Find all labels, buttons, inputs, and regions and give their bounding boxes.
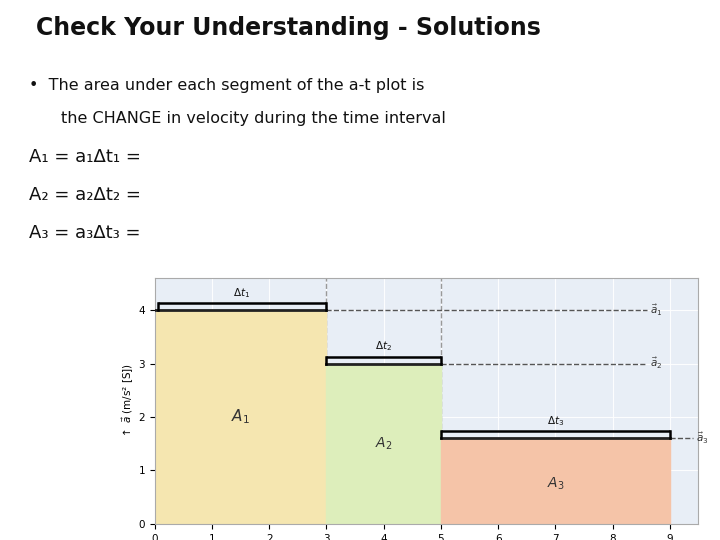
Text: $\vec{a}_2$: $\vec{a}_2$ (649, 356, 662, 371)
Text: $\it{A}_1$: $\it{A}_1$ (231, 408, 250, 426)
Text: $\it{A}_2$: $\it{A}_2$ (375, 435, 392, 452)
Text: $\it{A}_3$: $\it{A}_3$ (546, 476, 564, 492)
Text: $\Delta t_2$: $\Delta t_2$ (375, 340, 392, 353)
Text: $\Delta t_1$: $\Delta t_1$ (233, 286, 251, 300)
Y-axis label: $\uparrow$ $\vec{a}$ (m/s² [S]): $\uparrow$ $\vec{a}$ (m/s² [S]) (120, 363, 135, 439)
Text: •  The area under each segment of the a-t plot is: • The area under each segment of the a-t… (29, 78, 424, 93)
Text: A₃ = a₃Δt₃ =: A₃ = a₃Δt₃ = (29, 224, 140, 242)
Text: A₂ = a₂Δt₂ =: A₂ = a₂Δt₂ = (29, 186, 140, 204)
Text: Check Your Understanding - Solutions: Check Your Understanding - Solutions (36, 16, 541, 40)
Text: A₁ = a₁Δt₁ =: A₁ = a₁Δt₁ = (29, 148, 140, 166)
Text: $\vec{a}_1$: $\vec{a}_1$ (649, 302, 662, 318)
Text: the CHANGE in velocity during the time interval: the CHANGE in velocity during the time i… (61, 111, 446, 126)
Text: $\vec{a}_3$: $\vec{a}_3$ (696, 431, 708, 446)
Text: $\Delta t_3$: $\Delta t_3$ (546, 414, 564, 428)
